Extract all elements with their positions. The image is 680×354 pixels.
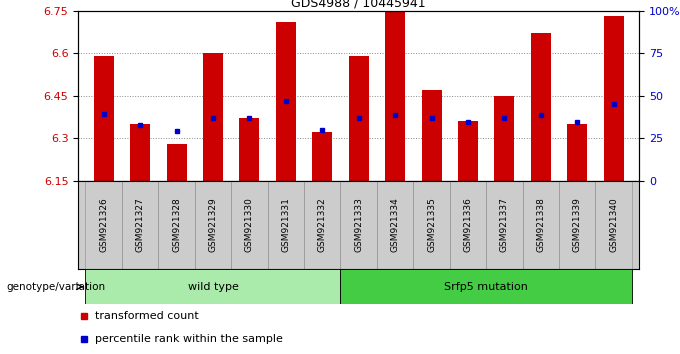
Bar — [422, 90, 441, 181]
Text: GSM921332: GSM921332 — [318, 198, 327, 252]
Bar — [94, 56, 114, 181]
Text: GSM921330: GSM921330 — [245, 197, 254, 252]
Bar — [604, 16, 624, 181]
Text: GSM921327: GSM921327 — [135, 198, 145, 252]
Bar — [523, 181, 559, 269]
Text: Srfp5 mutation: Srfp5 mutation — [444, 282, 528, 292]
Bar — [122, 181, 158, 269]
Text: GSM921331: GSM921331 — [282, 197, 290, 252]
Text: genotype/variation: genotype/variation — [7, 282, 106, 292]
Bar — [486, 181, 523, 269]
Bar — [341, 269, 632, 304]
Bar — [312, 132, 333, 181]
Text: GSM921340: GSM921340 — [609, 198, 618, 252]
Bar — [203, 53, 223, 181]
Text: GSM921333: GSM921333 — [354, 197, 363, 252]
Bar — [341, 181, 377, 269]
Bar — [458, 121, 478, 181]
Bar — [158, 181, 194, 269]
Bar — [130, 124, 150, 181]
Text: GSM921328: GSM921328 — [172, 198, 181, 252]
Bar — [349, 56, 369, 181]
Bar — [276, 22, 296, 181]
Bar — [385, 11, 405, 181]
Bar — [239, 118, 260, 181]
Bar — [231, 181, 268, 269]
Text: GSM921334: GSM921334 — [390, 198, 400, 252]
Bar — [413, 181, 449, 269]
Text: transformed count: transformed count — [95, 311, 199, 321]
Bar — [167, 144, 186, 181]
Bar — [494, 96, 515, 181]
Text: GSM921339: GSM921339 — [573, 197, 582, 252]
Text: GSM921338: GSM921338 — [537, 197, 545, 252]
Bar — [86, 181, 122, 269]
Bar — [567, 124, 588, 181]
Text: GSM921329: GSM921329 — [209, 198, 218, 252]
Text: GSM921326: GSM921326 — [99, 198, 108, 252]
Bar — [194, 181, 231, 269]
Bar — [377, 181, 413, 269]
Text: wild type: wild type — [188, 282, 239, 292]
Bar — [531, 33, 551, 181]
Text: GSM921336: GSM921336 — [464, 197, 473, 252]
Bar — [86, 269, 341, 304]
Bar — [596, 181, 632, 269]
Bar — [559, 181, 596, 269]
Text: GSM921337: GSM921337 — [500, 197, 509, 252]
Bar — [304, 181, 341, 269]
Text: GSM921335: GSM921335 — [427, 197, 436, 252]
Text: percentile rank within the sample: percentile rank within the sample — [95, 334, 283, 344]
Title: GDS4988 / 10445941: GDS4988 / 10445941 — [292, 0, 426, 10]
Bar — [449, 181, 486, 269]
Bar — [268, 181, 304, 269]
